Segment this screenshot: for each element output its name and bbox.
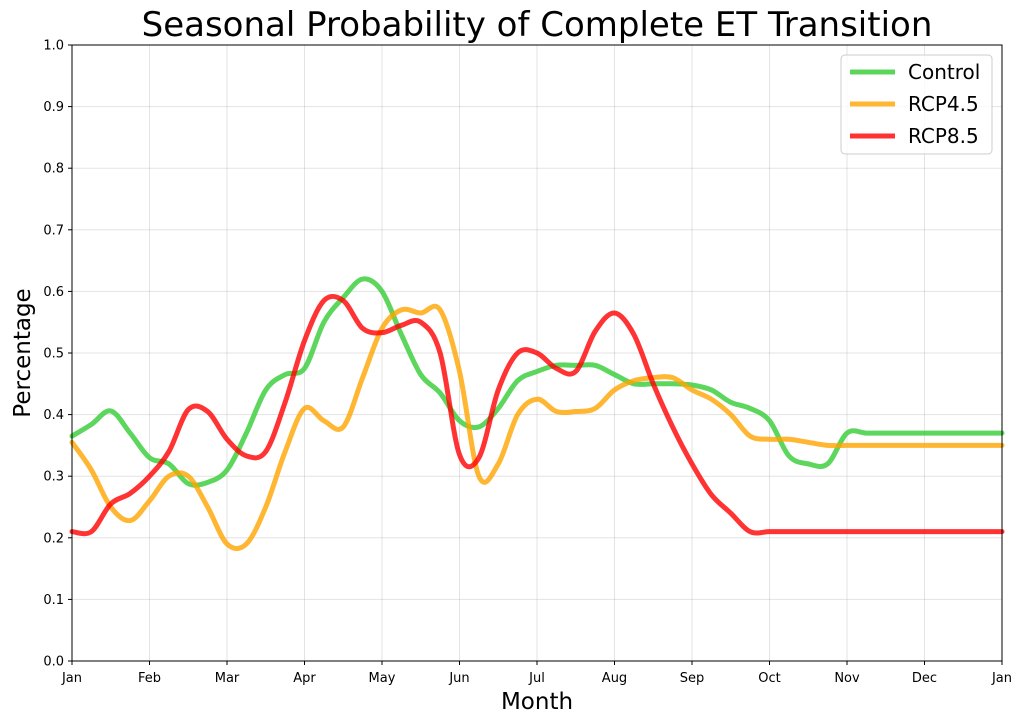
x-tick-label: Sep — [680, 671, 705, 686]
y-tick-label: 0.8 — [43, 162, 64, 177]
series-lines — [69, 276, 1005, 552]
x-tick-label: Jun — [448, 671, 469, 686]
y-tick-label: 0.5 — [43, 347, 64, 362]
legend-label-control: Control — [908, 60, 980, 84]
legend-label-rcp8-5: RCP8.5 — [908, 124, 979, 148]
y-tick-label: 1.0 — [43, 39, 64, 54]
chart-title: Seasonal Probability of Complete ET Tran… — [142, 5, 933, 45]
x-tick-label: Aug — [602, 671, 627, 686]
y-tick-label: 0.2 — [43, 531, 64, 546]
y-axis-ticks: 0.0 0.1 0.2 0.3 0.4 0.5 0.6 0.7 0.8 0.9 1.0 — [43, 39, 72, 670]
y-tick-label: 0.0 — [43, 655, 64, 670]
y-axis-label: Percentage — [10, 288, 36, 417]
x-tick-label: Jan — [61, 671, 82, 686]
y-tick-label: 0.6 — [43, 285, 64, 300]
y-tick-label: 0.7 — [43, 223, 64, 238]
y-tick-label: 0.1 — [43, 593, 64, 608]
y-tick-label: 0.9 — [43, 100, 64, 115]
x-tick-label: May — [369, 671, 396, 686]
x-tick-label: Oct — [758, 671, 780, 686]
x-axis-label: Month — [501, 689, 573, 715]
series-line-rcp4-5 — [69, 303, 1005, 552]
series-line-rcp8-5 — [69, 293, 1005, 537]
x-tick-label: Jul — [528, 671, 545, 686]
y-tick-label: 0.4 — [43, 408, 64, 423]
x-tick-label: Feb — [138, 671, 161, 686]
series-line-control — [69, 276, 1005, 488]
x-tick-label: Jan — [991, 671, 1012, 686]
x-tick-label: Nov — [834, 671, 860, 686]
legend: Control RCP4.5 RCP8.5 — [840, 54, 993, 155]
x-tick-label: Dec — [912, 671, 937, 686]
legend-box — [840, 54, 993, 155]
y-tick-label: 0.3 — [43, 470, 64, 485]
x-tick-label: Apr — [293, 671, 316, 686]
legend-label-rcp4-5: RCP4.5 — [908, 92, 979, 116]
x-axis-ticks: Jan Feb Mar Apr May Jun Jul Aug Sep Oct Nov Dec Jan — [61, 661, 1012, 686]
x-tick-label: Mar — [215, 671, 240, 686]
